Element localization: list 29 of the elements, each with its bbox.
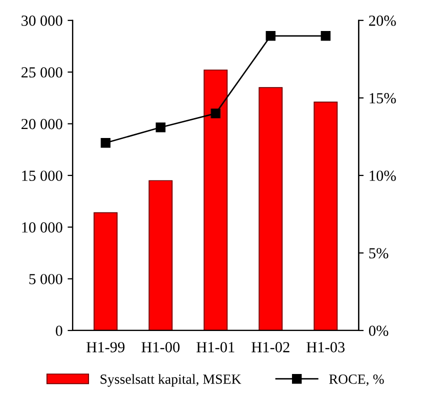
point xyxy=(320,31,331,41)
point xyxy=(210,108,220,118)
y2-tick-label: 20% xyxy=(369,16,396,26)
y2-tick-label: 5% xyxy=(369,248,388,258)
point xyxy=(100,138,110,148)
bar xyxy=(314,102,338,330)
bar xyxy=(204,70,228,330)
x-tick-label: H1-00 xyxy=(142,342,180,352)
x-tick-label: H1-01 xyxy=(196,342,234,352)
bar xyxy=(258,87,283,330)
y-tick-label: 15 000 xyxy=(22,170,62,181)
y-tick-label: 5 000 xyxy=(29,274,62,284)
x-tick-label: H1-99 xyxy=(86,342,124,352)
y-tick-label: 30 000 xyxy=(22,16,62,26)
bar xyxy=(148,180,173,330)
legend-label: ROCE, % xyxy=(329,374,384,386)
y2-tick-label: 0% xyxy=(368,326,388,336)
bar xyxy=(94,212,118,330)
point xyxy=(266,31,276,41)
y-tick-label: 10 000 xyxy=(22,222,62,233)
y-tick-label: 20 000 xyxy=(22,118,62,130)
y2-tick-label: 15% xyxy=(370,93,396,104)
y-tick-label: 25 000 xyxy=(22,67,62,78)
y2-tick-label: 10% xyxy=(370,170,396,181)
legend-label: Sysselsatt kapital, MSEK xyxy=(100,374,242,387)
point xyxy=(156,122,166,132)
x-tick-label: H1-02 xyxy=(252,342,290,352)
y-tick-label: 0 xyxy=(56,326,62,336)
x-tick-label: H1-03 xyxy=(306,342,345,352)
